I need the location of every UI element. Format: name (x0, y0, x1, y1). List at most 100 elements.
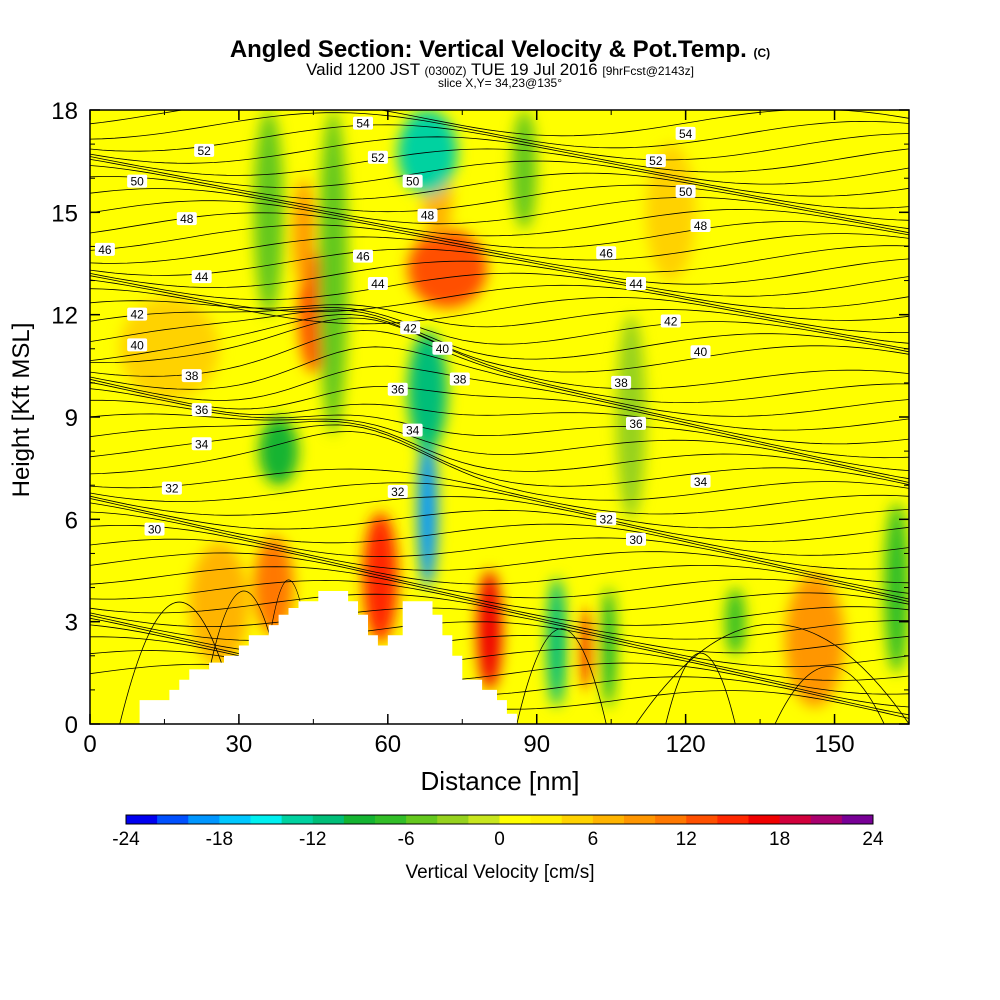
svg-text:44: 44 (195, 270, 209, 284)
x-tick-label: 120 (666, 731, 706, 758)
colorbar-tick-label: 0 (494, 829, 505, 850)
pot-temp-label: 50 (675, 184, 696, 199)
pot-temp-contour (90, 176, 909, 221)
colorbar-swatch (530, 815, 563, 824)
colorbar-tick-label: -18 (206, 829, 233, 850)
svg-text:42: 42 (130, 308, 144, 322)
svg-text:46: 46 (98, 243, 112, 257)
pot-temp-label: 44 (367, 276, 388, 291)
terrain-profile (90, 591, 517, 724)
pot-temp-contour (90, 614, 909, 668)
colorbar-swatch (406, 815, 438, 824)
pot-temp-contour (90, 607, 909, 654)
velocity-cell (293, 178, 314, 288)
x-tick-label: 60 (374, 731, 401, 758)
svg-text:48: 48 (421, 209, 435, 223)
pot-temp-contour (90, 314, 909, 373)
y-tick-label: 6 (65, 507, 78, 534)
pot-temp-label: 46 (596, 246, 617, 260)
colorbar-swatch (561, 815, 594, 824)
pot-temp-label: 34 (402, 423, 423, 438)
colorbar-tick-label: -6 (398, 829, 415, 850)
velocity-cell (318, 110, 349, 435)
pot-temp-label: 32 (161, 481, 182, 496)
svg-text:32: 32 (165, 482, 179, 496)
pot-temp-contour (90, 579, 909, 626)
colorbar-swatch (779, 815, 812, 824)
pot-temp-contour (90, 346, 909, 417)
pot-temp-contour (90, 200, 909, 237)
pot-temp-contour (90, 424, 909, 487)
pot-temp-label: 46 (353, 250, 373, 264)
pot-temp-contour (90, 525, 909, 594)
svg-text:32: 32 (600, 512, 614, 526)
x-tick-label: 0 (83, 731, 96, 758)
pot-temp-contour (635, 624, 909, 724)
pot-temp-contour (90, 309, 909, 360)
colorbar-swatch (686, 815, 718, 824)
pot-temp-contour (90, 112, 909, 149)
colorbar-tick-label: -12 (299, 829, 326, 850)
copyright-mark: (C) (753, 46, 771, 60)
pot-temp-label: 44 (191, 270, 212, 284)
svg-text:40: 40 (694, 345, 708, 359)
pot-temp-contour (774, 666, 885, 724)
pot-temp-contour (90, 388, 909, 459)
y-tick-label: 15 (51, 200, 78, 227)
colorbar-swatch (250, 815, 283, 824)
colorbar-tick-label: 12 (676, 829, 697, 850)
pot-temp-label: 36 (191, 403, 212, 417)
velocity-cell (546, 577, 567, 707)
pot-temp-contour (90, 495, 909, 542)
pot-temp-contour (516, 628, 607, 724)
y-tick-label: 18 (51, 98, 78, 125)
pot-temp-label: 32 (387, 485, 408, 499)
pot-temp-contour (90, 538, 909, 600)
velocity-cell (884, 502, 909, 673)
colorbar: -24 -18 -12 -6 0 6 12 18 24 (112, 814, 884, 850)
velocity-cell (477, 570, 502, 690)
svg-text:50: 50 (406, 175, 420, 189)
svg-text:34: 34 (694, 475, 708, 489)
pot-temp-contour (665, 652, 736, 724)
colorbar-tick-label: 24 (862, 829, 884, 850)
pot-temp-label: 48 (176, 212, 197, 226)
velocity-cell (258, 417, 299, 486)
pot-temp-contour (90, 188, 909, 230)
colorbar-swatch (126, 815, 158, 824)
pot-temp-label: 54 (353, 116, 373, 131)
pot-temp-contour (90, 431, 909, 501)
pot-temp-contour (90, 272, 909, 309)
colorbar-swatch (157, 815, 189, 824)
pot-temp-contour (90, 617, 909, 681)
pot-temp-contour (90, 511, 909, 584)
pot-temp-contour (90, 624, 909, 695)
pot-temp-contours (90, 110, 909, 724)
svg-text:48: 48 (694, 219, 708, 233)
svg-text:40: 40 (130, 338, 144, 352)
pot-temp-label: 38 (181, 369, 202, 383)
pot-temp-label: 36 (626, 416, 646, 431)
pot-temp-label: 38 (449, 372, 470, 386)
pot-temp-label: 46 (94, 242, 115, 257)
pot-temp-contour (90, 381, 909, 445)
pot-temp-label: 40 (432, 341, 453, 356)
y-tick-label: 3 (65, 610, 78, 637)
colorbar-swatch (717, 815, 749, 824)
colorbar-tick-label: -24 (112, 829, 140, 850)
colorbar-swatch (499, 815, 532, 824)
pot-temp-contour (90, 482, 909, 529)
svg-text:54: 54 (679, 127, 693, 141)
pot-temp-contour (90, 248, 909, 285)
pot-temp-label: 40 (690, 345, 711, 359)
velocity-cell (417, 434, 438, 588)
pot-temp-label: 38 (611, 375, 632, 390)
y-tick-label: 12 (51, 303, 78, 330)
pot-temp-label: 36 (387, 382, 408, 397)
pot-temp-contour (90, 260, 909, 297)
velocity-cell (189, 543, 249, 667)
pot-temp-contour (90, 420, 909, 483)
